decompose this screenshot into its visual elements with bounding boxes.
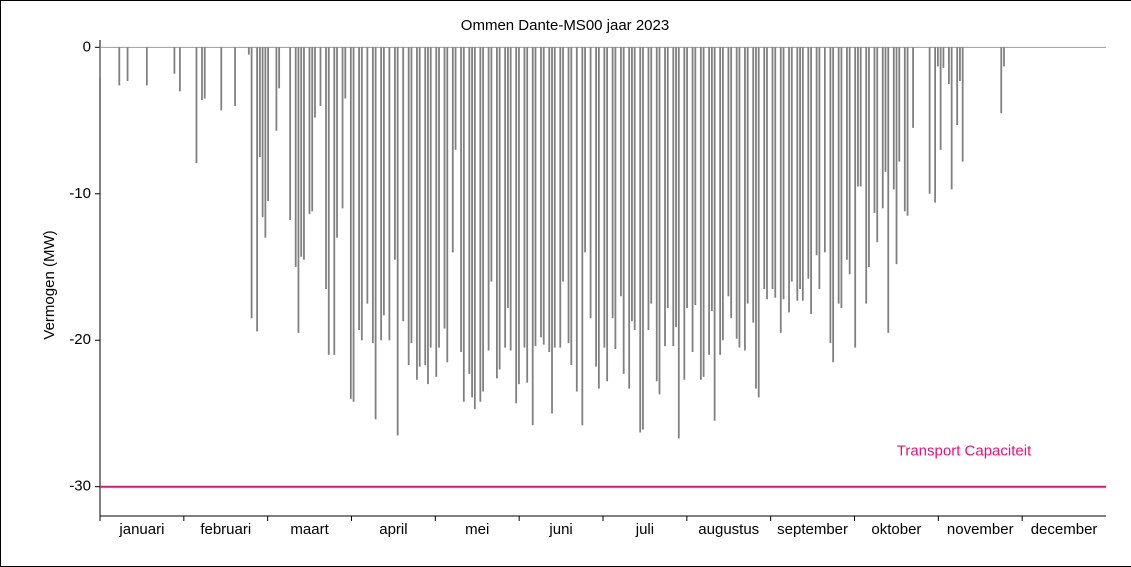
y-tick-label: -30	[69, 478, 91, 495]
y-tick-label: 0	[83, 38, 91, 55]
y-axis-label: Vermogen (MW)	[41, 230, 58, 339]
x-tick-label: augustus	[698, 521, 759, 538]
x-tick-label: november	[947, 521, 1014, 538]
x-tick-label: februari	[200, 521, 251, 538]
x-tick-label: juni	[548, 521, 572, 538]
capacity-label: Transport Capaciteit	[897, 443, 1032, 460]
chart-title: Ommen Dante-MS00 jaar 2023	[461, 17, 669, 34]
x-tick-label: mei	[465, 521, 489, 538]
x-tick-label: december	[1031, 521, 1098, 538]
x-tick-label: juli	[635, 521, 654, 538]
y-tick-label: -10	[69, 185, 91, 202]
x-tick-label: april	[379, 521, 407, 538]
y-tick-label: -20	[69, 331, 91, 348]
x-tick-label: oktober	[871, 521, 921, 538]
x-tick-label: maart	[290, 521, 329, 538]
x-tick-label: september	[777, 521, 848, 538]
x-tick-label: januari	[118, 521, 164, 538]
